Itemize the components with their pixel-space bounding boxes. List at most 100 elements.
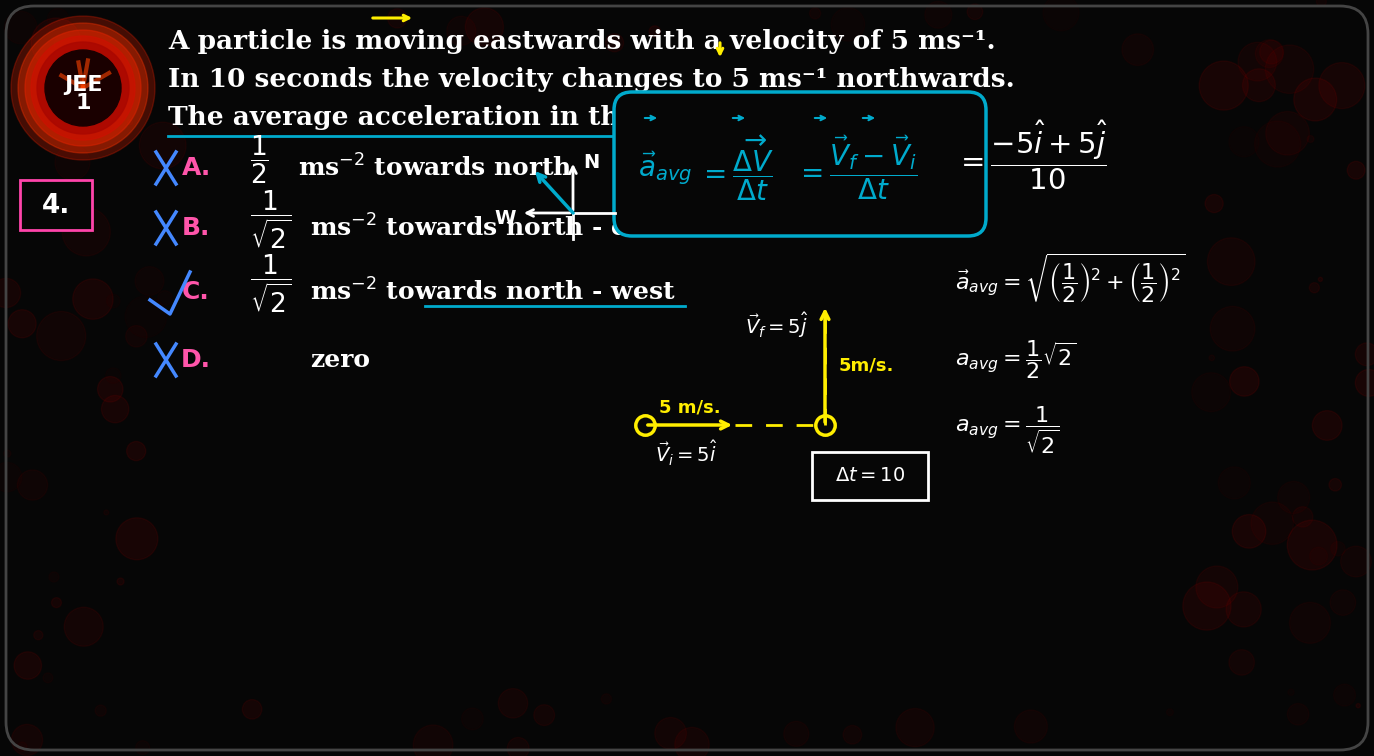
Text: zero: zero — [311, 348, 370, 372]
Circle shape — [534, 705, 555, 726]
Circle shape — [115, 518, 158, 559]
Text: ms$^{-2}$ towards north: ms$^{-2}$ towards north — [298, 154, 573, 181]
Text: N: N — [583, 153, 599, 172]
Circle shape — [1312, 411, 1342, 440]
Circle shape — [135, 267, 164, 296]
Circle shape — [447, 17, 475, 45]
Circle shape — [242, 699, 262, 719]
Circle shape — [809, 8, 820, 19]
Circle shape — [1356, 704, 1360, 708]
Circle shape — [1238, 42, 1276, 81]
Circle shape — [98, 376, 124, 402]
Circle shape — [1123, 34, 1154, 66]
Circle shape — [32, 18, 81, 68]
Text: ms$^{-2}$ towards north - west: ms$^{-2}$ towards north - west — [311, 278, 676, 305]
Circle shape — [1183, 582, 1231, 631]
FancyBboxPatch shape — [614, 92, 987, 236]
FancyBboxPatch shape — [812, 452, 927, 500]
Circle shape — [675, 727, 709, 756]
Text: $= \dfrac{\vec{V}_f - \vec{V}_i}{\Delta t}$: $= \dfrac{\vec{V}_f - \vec{V}_i}{\Delta … — [796, 134, 918, 203]
Circle shape — [104, 510, 109, 515]
Circle shape — [1226, 592, 1261, 627]
Circle shape — [1348, 161, 1364, 179]
Text: $= \dfrac{\overrightarrow{\Delta V}}{\Delta t}$: $= \dfrac{\overrightarrow{\Delta V}}{\De… — [698, 133, 774, 203]
Circle shape — [18, 742, 27, 751]
Circle shape — [34, 631, 43, 640]
Circle shape — [1318, 277, 1323, 281]
Circle shape — [25, 30, 142, 146]
Circle shape — [4, 450, 11, 457]
Circle shape — [1331, 541, 1345, 556]
Circle shape — [117, 578, 124, 585]
Circle shape — [1250, 502, 1293, 544]
Circle shape — [1265, 111, 1309, 155]
Text: C.: C. — [183, 280, 210, 304]
Circle shape — [125, 326, 147, 347]
Text: The average acceleration in this time is: The average acceleration in this time is — [168, 106, 754, 131]
Circle shape — [1200, 61, 1248, 110]
Circle shape — [499, 689, 528, 718]
Circle shape — [783, 721, 809, 746]
Text: JEE: JEE — [63, 75, 102, 95]
Text: A.: A. — [181, 156, 210, 180]
Circle shape — [14, 652, 41, 679]
Circle shape — [18, 23, 148, 153]
Circle shape — [1294, 78, 1337, 121]
Circle shape — [414, 725, 453, 756]
Text: 5 m/s.: 5 m/s. — [660, 398, 721, 416]
Circle shape — [896, 708, 934, 747]
Circle shape — [103, 102, 126, 126]
Circle shape — [1287, 520, 1337, 570]
Circle shape — [128, 119, 132, 125]
Circle shape — [507, 738, 529, 756]
Circle shape — [1329, 479, 1341, 491]
Circle shape — [1265, 45, 1314, 94]
Text: A particle is moving eastwards with a velocity of 5 ms⁻¹.: A particle is moving eastwards with a ve… — [168, 29, 996, 54]
Circle shape — [32, 36, 135, 140]
FancyBboxPatch shape — [21, 180, 92, 230]
Circle shape — [1228, 649, 1254, 675]
Circle shape — [1232, 515, 1265, 548]
Circle shape — [8, 310, 36, 338]
Circle shape — [1210, 306, 1254, 351]
Circle shape — [606, 34, 624, 52]
Circle shape — [139, 122, 185, 169]
Circle shape — [1319, 63, 1364, 109]
Circle shape — [1230, 367, 1259, 396]
Circle shape — [19, 187, 47, 215]
Circle shape — [102, 395, 129, 423]
Circle shape — [1287, 704, 1309, 725]
Circle shape — [73, 279, 113, 319]
Circle shape — [1205, 194, 1223, 212]
Circle shape — [1014, 710, 1047, 743]
Circle shape — [1293, 507, 1314, 527]
Circle shape — [18, 470, 48, 500]
Circle shape — [1307, 135, 1314, 142]
Text: D.: D. — [181, 348, 212, 372]
Circle shape — [1309, 547, 1327, 565]
Text: In 10 seconds the velocity changes to 5 ms⁻¹ northwards.: In 10 seconds the velocity changes to 5 … — [168, 67, 1015, 92]
Circle shape — [1316, 0, 1326, 7]
Circle shape — [387, 9, 407, 28]
Circle shape — [1355, 370, 1374, 396]
Text: W: W — [495, 209, 515, 228]
Text: 1: 1 — [76, 93, 91, 113]
Circle shape — [1209, 355, 1215, 361]
Circle shape — [844, 726, 861, 744]
Circle shape — [126, 442, 146, 460]
Circle shape — [1242, 69, 1275, 101]
Circle shape — [1256, 39, 1283, 67]
Text: 5m/s.: 5m/s. — [840, 356, 894, 374]
Text: $\vec{V}_f = 5\hat{j}$: $\vec{V}_f = 5\hat{j}$ — [745, 310, 809, 340]
Text: $\Delta t = 10$: $\Delta t = 10$ — [835, 467, 905, 485]
Text: $\vec{V}_i = 5\hat{i}$: $\vec{V}_i = 5\hat{i}$ — [655, 438, 717, 468]
Text: $\vec{a}_{avg} = \sqrt{\left(\dfrac{1}{2}\right)^2 + \left(\dfrac{1}{2}\right)^2: $\vec{a}_{avg} = \sqrt{\left(\dfrac{1}{2… — [955, 251, 1186, 305]
Text: $= \dfrac{-5\hat{i} + 5\hat{j}}{10}$: $= \dfrac{-5\hat{i} + 5\hat{j}}{10}$ — [955, 119, 1109, 191]
Circle shape — [1355, 343, 1374, 366]
Circle shape — [1309, 283, 1319, 293]
Text: $\dfrac{1}{\sqrt{2}}$: $\dfrac{1}{\sqrt{2}}$ — [250, 188, 291, 252]
Circle shape — [1278, 482, 1309, 513]
Circle shape — [11, 724, 43, 755]
Text: $a_{avg} = \dfrac{1}{2}\sqrt{2}$: $a_{avg} = \dfrac{1}{2}\sqrt{2}$ — [955, 339, 1077, 382]
Circle shape — [1195, 566, 1238, 608]
